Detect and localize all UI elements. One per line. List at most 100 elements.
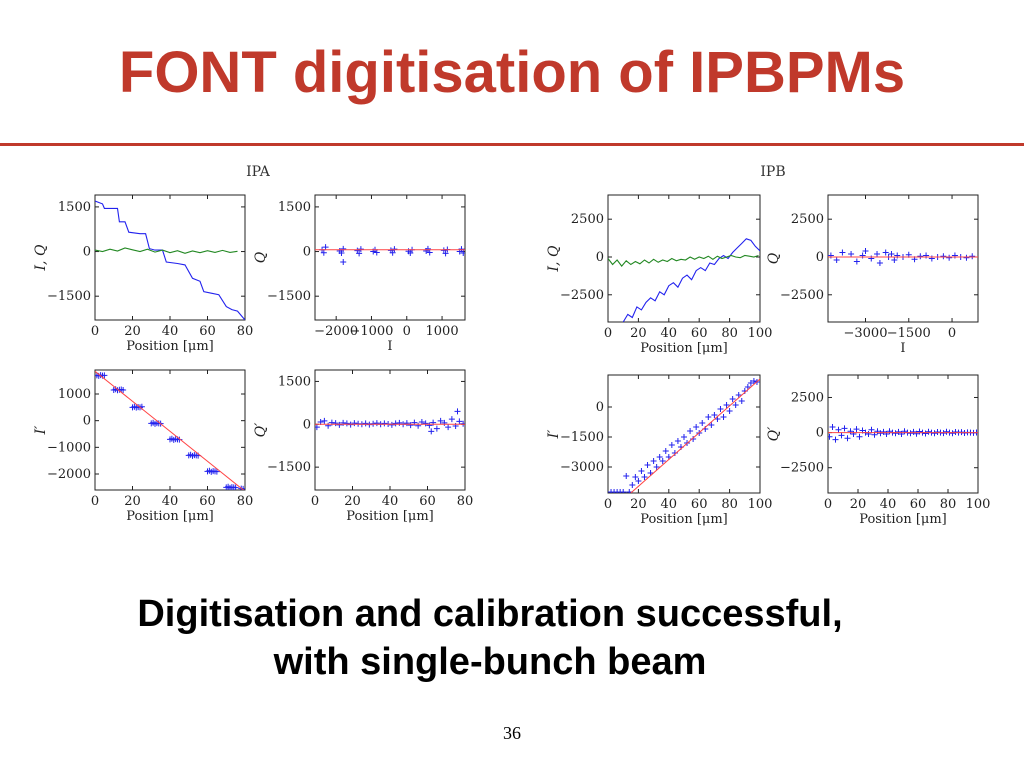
data-point: [833, 257, 840, 264]
y-tick-label: −3000: [560, 460, 604, 475]
y-tick-label: 2500: [791, 212, 824, 227]
data-point: [456, 418, 463, 425]
y-tick-label: 0: [596, 400, 604, 415]
data-point: [940, 253, 947, 260]
series-line-blue: [622, 238, 760, 322]
group-title-ipb: IPB: [760, 164, 785, 180]
data-point: [946, 254, 953, 261]
data-point: [916, 428, 923, 435]
y-tick-label: 0: [303, 417, 311, 432]
data-point: [445, 424, 452, 431]
data-point: [373, 249, 380, 256]
y-axis-label: I′: [546, 429, 562, 440]
data-point: [343, 420, 350, 427]
x-tick-label: 0: [604, 497, 612, 512]
data-point: [874, 250, 881, 257]
data-point: [735, 392, 742, 398]
x-tick-label: 1000: [426, 324, 459, 339]
data-point: [711, 412, 718, 418]
x-tick-label: 0: [311, 494, 319, 509]
y-axis-label: Q: [253, 251, 269, 263]
x-tick-label: 80: [457, 494, 474, 509]
data-point: [373, 420, 380, 427]
y-tick-label: −2500: [780, 461, 824, 476]
data-point: [868, 426, 875, 433]
data-point: [828, 252, 834, 259]
series-group: [95, 370, 245, 490]
x-tick-label: −2000: [314, 324, 358, 339]
data-point: [847, 428, 854, 435]
chart-ipa-q-prime: 0 20 40 60 80 1500 0 −1500 Position [μm] Q′: [253, 369, 474, 524]
data-point: [891, 257, 898, 264]
plot-frame: [607, 374, 761, 494]
data-point: [441, 419, 448, 426]
x-tick-label: −1000: [349, 324, 393, 339]
series-line-green: [608, 254, 759, 267]
slide-caption: Digitisation and calibration successful,…: [0, 590, 980, 686]
data-point: [850, 431, 857, 437]
data-point: [356, 250, 363, 257]
data-point: [315, 424, 320, 431]
data-point: [458, 246, 465, 253]
y-tick-label: −1000: [47, 440, 91, 455]
data-point: [859, 252, 866, 259]
data-point: [856, 433, 863, 440]
data-point: [744, 384, 751, 390]
data-point: [407, 250, 414, 257]
data-point: [437, 417, 444, 424]
slide-title: FONT digitisation of IPBPMs: [118, 40, 906, 105]
data-point: [720, 414, 727, 420]
y-axis-label: I′: [33, 425, 49, 436]
plot-frame: [607, 194, 761, 323]
x-tick-label: 100: [748, 497, 773, 512]
data-point: [940, 430, 947, 437]
y-tick-label: 0: [83, 414, 91, 429]
data-point: [650, 458, 657, 464]
x-tick-label: 100: [966, 497, 991, 512]
data-point: [351, 420, 358, 427]
page-number: 36: [503, 723, 521, 743]
data-point: [674, 438, 681, 444]
y-tick-label: 1000: [58, 387, 91, 402]
x-tick-label: 20: [344, 494, 361, 509]
data-point: [332, 420, 339, 427]
data-point: [422, 420, 429, 427]
data-point: [835, 426, 842, 433]
x-tick-label: 20: [630, 497, 647, 512]
data-point: [392, 420, 399, 427]
data-point: [705, 414, 712, 420]
x-axis-label: Position [μm]: [126, 509, 214, 524]
y-tick-label: 0: [816, 250, 824, 265]
data-point: [708, 422, 715, 428]
y-tick-label: 1500: [278, 200, 311, 215]
data-point: [355, 420, 362, 427]
y-axis-label: Q′: [766, 426, 782, 441]
x-tick-label: 60: [691, 326, 708, 341]
data-point: [403, 420, 410, 427]
data-point: [407, 422, 414, 429]
data-point: [681, 434, 687, 440]
x-axis-label: I: [900, 341, 905, 356]
data-point: [389, 249, 396, 256]
series-group: [608, 238, 760, 322]
series-group: [315, 408, 465, 435]
x-tick-label: 20: [124, 324, 141, 339]
data-point: [886, 428, 893, 435]
series-group: [608, 378, 760, 493]
data-point: [729, 396, 736, 402]
chart-ipb-iq: 0 20 40 60 80 100 2500 0 −2500 Position [μm] I, Q: [546, 194, 772, 356]
x-tick-label: 40: [661, 326, 678, 341]
data-point: [659, 458, 666, 464]
x-tick-label: 60: [910, 497, 927, 512]
data-point: [340, 258, 347, 265]
chart-ipa-iq: 0 20 40 60 80 1500 0 −1500 Position [μm] I, Q: [33, 194, 253, 354]
y-tick-label: −1500: [560, 430, 604, 445]
x-tick-label: 80: [237, 494, 254, 509]
data-point: [876, 260, 883, 267]
data-point: [213, 468, 220, 475]
y-tick-label: −2500: [560, 288, 604, 303]
data-point: [629, 482, 636, 488]
x-tick-label: 20: [124, 494, 141, 509]
series-line-red: [630, 378, 760, 493]
data-point: [750, 378, 757, 384]
